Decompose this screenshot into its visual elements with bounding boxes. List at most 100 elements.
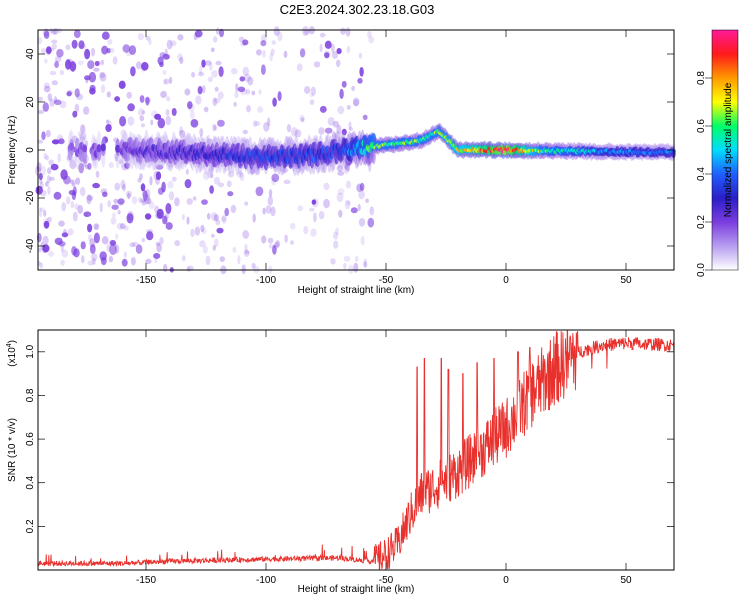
noise-dot [208,61,213,71]
noise-dot [300,117,305,123]
noise-dot [99,202,103,213]
noise-dot [71,39,78,49]
noise-dot [141,110,146,115]
noise-dot [318,127,325,135]
noise-dot [40,48,46,54]
noise-dot [299,114,305,122]
noise-dot [210,212,218,222]
noise-dot [155,164,164,170]
noise-dot [120,179,126,190]
noise-dot [199,240,206,248]
noise-dot [42,235,49,245]
snr-y-axis-title: SNR (10 * v/v) [7,418,18,482]
noise-dot [157,187,164,195]
y-tick-label: 1.0 [25,344,36,358]
noise-dot [78,162,84,174]
noise-dot [72,156,78,162]
noise-dot [369,206,375,216]
noise-dot [145,96,150,106]
noise-dot [123,225,129,231]
noise-dot [310,86,316,96]
noise-dot [38,247,42,253]
noise-dot [116,222,124,230]
noise-dot [337,105,345,115]
noise-dot [130,66,136,77]
noise-dot [48,159,54,166]
colorbar-tick-label: 0.8 [696,71,707,85]
noise-dot [126,213,134,224]
noise-dot [87,223,93,233]
noise-dot [89,238,96,248]
noise-dot [363,258,367,268]
noise-dot [313,135,319,144]
noise-dot [284,234,288,243]
noise-dot [214,86,219,92]
noise-dot [148,39,152,45]
noise-dot [94,60,100,67]
noise-dot [203,106,209,113]
noise-dot [199,65,203,75]
noise-dot [123,251,128,258]
noise-dot [125,190,132,198]
noise-dot [146,197,152,205]
noise-dot [331,51,339,59]
noise-dot [66,58,73,64]
noise-dot [197,86,203,95]
noise-dot [213,176,221,185]
noise-dot [53,99,62,106]
noise-dot [341,80,347,88]
noise-dot [54,56,62,63]
noise-dot [38,173,43,180]
noise-dot [212,245,216,251]
noise-dot [79,44,87,50]
noise-dot [257,106,264,113]
y-tick-label: 0 [25,147,36,153]
noise-dot [221,216,227,222]
noise-dot [179,56,184,64]
noise-dot [49,70,57,76]
noise-dot [272,97,277,107]
noise-dot [313,61,321,68]
noise-dot [165,222,173,230]
noise-dot [368,161,372,172]
noise-dot [336,192,344,203]
y-tick-label: 0.2 [25,519,36,533]
noise-dot [336,124,342,135]
noise-dot [111,204,119,210]
noise-dot [179,126,184,135]
noise-dot [51,80,58,86]
noise-dot [141,123,145,128]
noise-dot [157,56,164,65]
noise-dot [165,203,172,214]
noise-dot [302,26,309,36]
noise-dot [267,196,273,206]
snr-plot-area [38,330,674,570]
noise-dot [177,53,183,62]
noise-dot [214,238,219,248]
noise-dot [58,138,65,145]
noise-dot [72,211,78,222]
noise-dot [323,182,330,191]
noise-dot [194,226,200,236]
noise-dot [272,244,277,255]
noise-dot [331,131,337,140]
noise-dot [240,40,247,47]
noise-dot [359,67,364,77]
noise-dot [221,214,227,225]
noise-dot [40,181,44,190]
colorbar-tick-label: 0.6 [696,119,707,133]
noise-dot [69,179,76,186]
noise-dot [358,190,365,200]
noise-dot [324,40,332,49]
noise-dot [201,59,206,68]
noise-dot [163,78,167,85]
noise-dot [191,71,196,78]
noise-dot [92,182,100,189]
noise-dot [60,259,65,266]
noise-dot [213,137,221,144]
noise-dot [242,129,248,135]
noise-dot [148,201,155,210]
noise-dot [211,70,218,78]
x-tick-label: 0 [503,275,509,286]
